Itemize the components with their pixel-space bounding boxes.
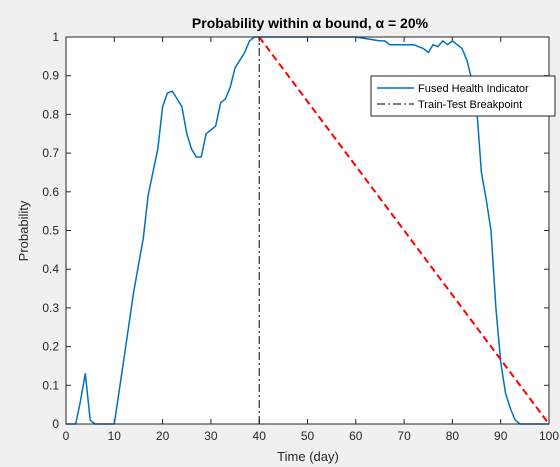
y-tick-label: 0.3	[42, 301, 59, 315]
x-tick-label: 0	[63, 429, 70, 443]
axes-box	[65, 36, 550, 425]
series-line-3	[258, 36, 550, 425]
x-tick-label: 10	[108, 429, 122, 443]
y-tick-label: 0.5	[42, 224, 59, 238]
x-tick-label: 30	[204, 429, 218, 443]
y-axis-ticks: 0 0.1 0.2 0.3 0.4 0.5 0.6 0.7 0.8 0.9 1	[42, 30, 549, 431]
y-tick-label: 0.6	[42, 185, 59, 199]
y-tick-label: 1	[52, 30, 59, 44]
legend-label: Train-Test Breakpoint	[418, 99, 522, 111]
y-tick-label: 0.1	[42, 378, 59, 392]
legend[interactable]: Fused Health Indicator Train-Test Breakpo…	[370, 75, 556, 117]
x-tick-label: 40	[253, 429, 267, 443]
y-tick-label: 0.7	[42, 146, 59, 160]
x-axis-ticks: 0 10 20 30 40 50 60 70 80 90 100	[63, 37, 559, 443]
y-tick-label: 0.2	[42, 340, 59, 354]
x-tick-label: 80	[446, 429, 460, 443]
y-axis-label: Probability	[16, 200, 31, 261]
y-tick-label: 0.4	[42, 262, 59, 276]
y-tick-label: 0.9	[42, 69, 59, 83]
y-tick-label: 0.8	[42, 107, 59, 121]
legend-box	[370, 75, 556, 117]
x-axis-label: Time (day)	[277, 449, 339, 464]
x-tick-label: 50	[301, 429, 315, 443]
x-tick-label: 60	[349, 429, 363, 443]
chart-title: Probability within α bound, α = 20%	[192, 15, 429, 31]
x-tick-label: 20	[156, 429, 170, 443]
x-tick-label: 100	[539, 429, 559, 443]
x-tick-label: 70	[397, 429, 411, 443]
legend-label: Fused Health Indicator	[418, 83, 529, 95]
y-tick-label: 0	[52, 417, 59, 431]
x-tick-label: 90	[494, 429, 508, 443]
